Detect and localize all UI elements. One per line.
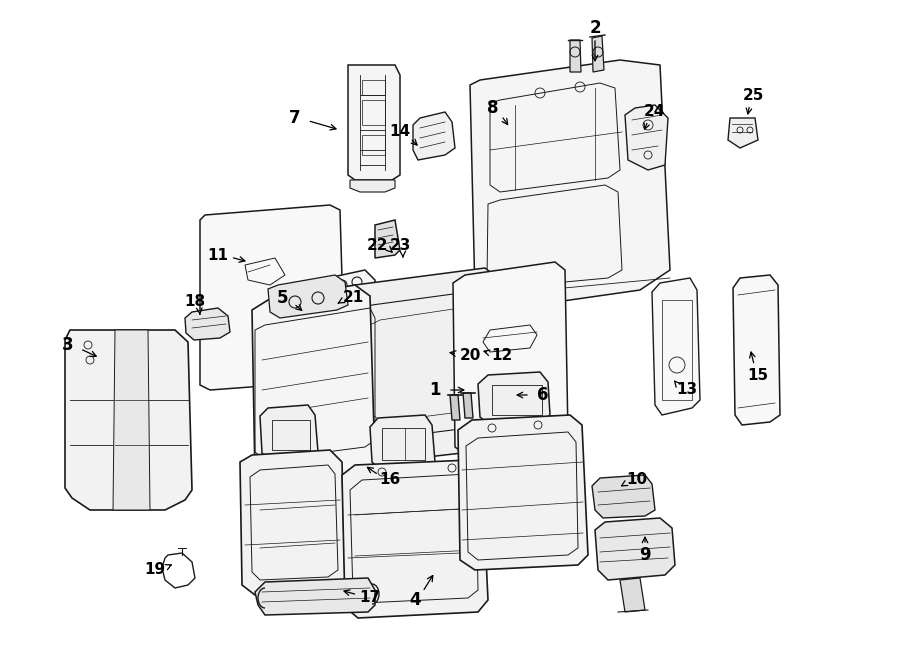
Bar [362,100,385,125]
Text: 23: 23 [390,237,410,253]
Text: 25: 25 [742,87,764,102]
Polygon shape [375,220,400,258]
Text: 1: 1 [429,381,441,399]
Text: 11: 11 [208,247,229,262]
Polygon shape [348,65,400,180]
Text: 18: 18 [184,295,205,309]
Text: 7: 7 [289,109,301,127]
Polygon shape [620,578,645,612]
Text: 5: 5 [277,289,289,307]
Text: 9: 9 [639,546,651,564]
Text: 2: 2 [590,19,601,37]
Polygon shape [65,330,192,510]
Polygon shape [733,275,780,425]
Polygon shape [318,270,380,435]
Polygon shape [463,393,473,418]
Polygon shape [453,262,568,455]
Bar [272,420,310,450]
Text: 4: 4 [410,591,421,609]
Text: 20: 20 [459,348,481,362]
Text: 24: 24 [644,104,665,120]
Polygon shape [255,578,375,615]
Polygon shape [625,105,668,170]
Text: 19: 19 [144,563,166,578]
Polygon shape [200,205,345,390]
Bar [362,135,385,155]
Text: 3: 3 [62,336,74,354]
Polygon shape [113,330,150,510]
Polygon shape [450,395,460,420]
Polygon shape [592,36,604,72]
Polygon shape [370,415,435,470]
Polygon shape [595,518,675,580]
Text: 21: 21 [342,290,364,305]
Text: 8: 8 [487,99,499,117]
Polygon shape [413,112,455,160]
Polygon shape [268,275,348,318]
Bar [662,300,692,400]
Text: 15: 15 [747,368,769,383]
Polygon shape [592,475,655,518]
Text: 12: 12 [491,348,513,362]
Polygon shape [470,60,670,310]
Polygon shape [728,118,758,148]
Text: 17: 17 [359,590,381,605]
Polygon shape [342,460,488,618]
Text: 22: 22 [367,237,389,253]
Bar [362,80,385,95]
Bar [382,428,425,460]
Text: 13: 13 [677,383,698,397]
Polygon shape [240,450,345,595]
Bar [492,385,542,415]
Text: 14: 14 [390,124,410,139]
Bar [332,290,372,410]
Polygon shape [458,415,588,570]
Text: 10: 10 [626,473,648,488]
Polygon shape [185,308,230,340]
Polygon shape [252,285,375,488]
Text: 6: 6 [537,386,549,404]
Polygon shape [570,40,581,72]
Polygon shape [350,180,395,192]
Polygon shape [478,372,550,425]
Polygon shape [260,405,318,460]
Polygon shape [342,268,502,465]
Text: 16: 16 [380,473,400,488]
Polygon shape [652,278,700,415]
